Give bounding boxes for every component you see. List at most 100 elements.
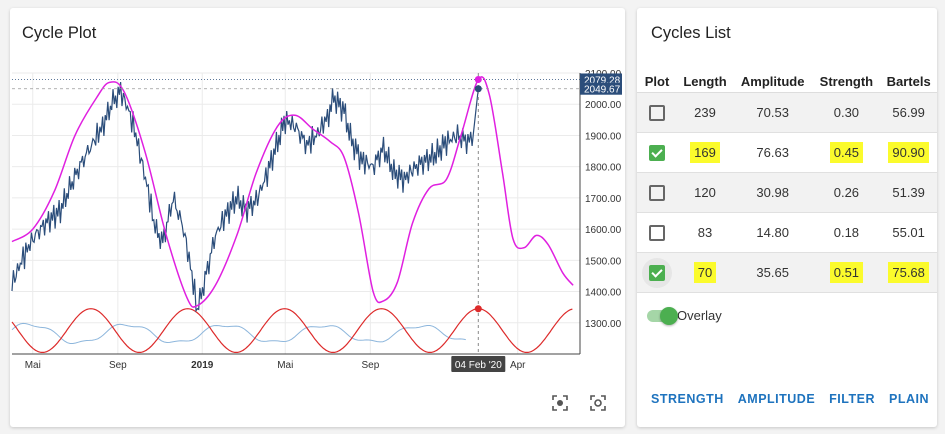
strength-cell: 0.45 xyxy=(812,132,881,173)
length-value: 83 xyxy=(697,225,713,240)
cycle-plot-card: Cycle Plot 2100.002000.001900.001800.001… xyxy=(10,8,625,427)
amplitude-value: 70.53 xyxy=(756,105,789,120)
price-label-text: 2049.67 xyxy=(584,85,621,96)
composite-peak-marker xyxy=(474,75,482,83)
plot-card-title: Cycle Plot xyxy=(22,24,97,42)
plain-button[interactable]: PLAIN xyxy=(889,392,929,406)
plot-checkbox[interactable] xyxy=(649,184,666,201)
overlay-toggle[interactable] xyxy=(647,306,678,325)
bartels-value: 55.01 xyxy=(892,225,925,240)
y-tick-label: 1400.00 xyxy=(585,288,622,299)
strength-value: 0.45 xyxy=(829,142,864,163)
y-tick-label: 1800.00 xyxy=(585,163,622,174)
bartels-value: 56.99 xyxy=(892,105,925,120)
table-row: 83 14.80 0.18 55.01 xyxy=(637,212,937,253)
length-cell: 169 xyxy=(677,132,733,173)
plot-checkbox[interactable] xyxy=(649,224,666,241)
bartels-value: 75.68 xyxy=(888,262,929,283)
x-tick-label: Sep xyxy=(109,360,127,371)
focus-button[interactable] xyxy=(549,392,571,414)
table-header-row: Plot Length Amplitude Strength Bartels xyxy=(637,70,937,93)
bartels-value: 90.90 xyxy=(888,142,929,163)
length-value: 70 xyxy=(693,262,717,283)
sub-oscillator-line xyxy=(11,322,466,344)
x-tick-label: Mai xyxy=(25,360,41,371)
amplitude-cell: 35.65 xyxy=(732,252,813,293)
price-label-box xyxy=(580,73,622,86)
length-value: 239 xyxy=(694,105,716,120)
plot-checkbox[interactable] xyxy=(649,264,666,281)
table-row: 120 30.98 0.26 51.39 xyxy=(637,172,937,213)
list-card-title: Cycles List xyxy=(651,24,731,42)
amplitude-cell: 76.63 xyxy=(732,132,813,173)
cycle-chart[interactable]: 2100.002000.001900.001800.001700.001600.… xyxy=(10,8,625,427)
focus-icon xyxy=(552,395,568,411)
bartels-cell: 90.90 xyxy=(880,132,937,173)
sub-cycle-peak-marker xyxy=(474,305,482,313)
table-row: 70 35.65 0.51 75.68 xyxy=(637,252,937,293)
cycle-composite-line xyxy=(11,76,574,308)
strength-value: 0.30 xyxy=(833,105,860,120)
strength-value: 0.18 xyxy=(833,225,860,240)
length-cell: 120 xyxy=(677,172,733,213)
cycles-list-card: Cycles List Plot Length Amplitude Streng… xyxy=(637,8,937,427)
overlay-label: Overlay xyxy=(677,308,722,323)
bartels-cell: 55.01 xyxy=(880,212,937,253)
price-label-box xyxy=(580,82,622,95)
plot-cell[interactable] xyxy=(637,92,678,133)
length-cell: 83 xyxy=(677,212,733,253)
header-strength: Strength xyxy=(812,70,881,93)
bartels-value: 51.39 xyxy=(892,185,925,200)
header-bartels: Bartels xyxy=(880,70,937,93)
header-length: Length xyxy=(677,70,733,93)
bartels-cell: 51.39 xyxy=(880,172,937,213)
plot-cell[interactable] xyxy=(637,212,678,253)
amplitude-cell: 70.53 xyxy=(732,92,813,133)
amplitude-cell: 30.98 xyxy=(732,172,813,213)
table-row: 239 70.53 0.30 56.99 xyxy=(637,92,937,133)
reset-view-button[interactable] xyxy=(587,392,609,414)
y-tick-label: 1600.00 xyxy=(585,225,622,236)
strength-cell: 0.26 xyxy=(812,172,881,213)
x-tick-label: Mai xyxy=(277,360,293,371)
plot-cell[interactable] xyxy=(637,132,678,173)
x-tick-label: 2019 xyxy=(191,360,214,371)
plot-checkbox[interactable] xyxy=(649,144,666,161)
amplitude-value: 76.63 xyxy=(756,145,789,160)
strength-value: 0.51 xyxy=(829,262,864,283)
checkbox-focus-halo[interactable] xyxy=(642,257,673,288)
amplitude-button[interactable]: AMPLITUDE xyxy=(737,392,816,406)
strength-cell: 0.18 xyxy=(812,212,881,253)
strength-value: 0.26 xyxy=(833,185,860,200)
y-tick-label: 1500.00 xyxy=(585,256,622,267)
overlay-toggle-thumb[interactable] xyxy=(660,306,678,325)
price-label-text: 2079.28 xyxy=(584,75,621,86)
table-row: 169 76.63 0.45 90.90 xyxy=(637,132,937,173)
y-tick-label: 1900.00 xyxy=(585,131,622,142)
length-value: 169 xyxy=(690,142,720,163)
reset-view-icon xyxy=(590,395,606,411)
crosshair-date-box xyxy=(451,356,506,372)
bartels-cell: 75.68 xyxy=(880,252,937,293)
amplitude-value: 14.80 xyxy=(756,225,789,240)
strength-cell: 0.51 xyxy=(812,252,881,293)
strength-button[interactable]: STRENGTH xyxy=(651,392,724,406)
filter-button[interactable]: FILTER xyxy=(829,392,875,406)
y-tick-label: 1300.00 xyxy=(585,319,622,330)
price-line xyxy=(11,81,479,313)
y-tick-label: 1700.00 xyxy=(585,194,622,205)
plot-cell[interactable] xyxy=(637,172,678,213)
y-tick-label: 2000.00 xyxy=(585,100,622,111)
cycles-table: Plot Length Amplitude Strength Bartels 2… xyxy=(637,70,937,293)
amplitude-cell: 14.80 xyxy=(732,212,813,253)
action-buttons: STRENGTH AMPLITUDE FILTER PLAIN xyxy=(637,392,937,406)
overlay-toggle-row[interactable]: Overlay xyxy=(647,306,722,325)
length-cell: 70 xyxy=(677,252,733,293)
plot-cell[interactable] xyxy=(637,252,678,293)
plot-checkbox[interactable] xyxy=(649,104,666,121)
header-plot: Plot xyxy=(637,70,678,93)
crosshair-date-label: 04 Feb '20 xyxy=(455,360,502,371)
price-marker xyxy=(474,85,482,93)
header-amplitude: Amplitude xyxy=(732,70,813,93)
x-tick-label: Apr xyxy=(510,360,526,371)
